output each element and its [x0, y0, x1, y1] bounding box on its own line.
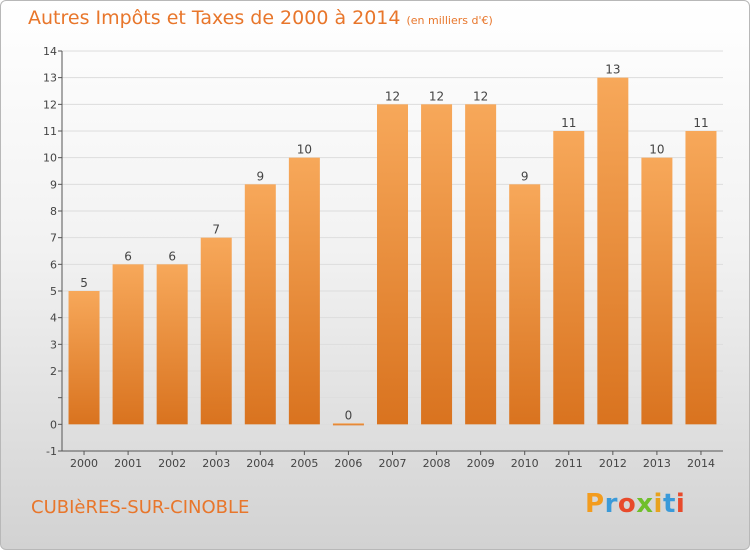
bar-2006: [332, 423, 364, 426]
logo-letter: r: [604, 489, 618, 519]
bar-2012: [597, 77, 629, 425]
x-tick-label-2004: 2004: [246, 457, 274, 470]
data-label-2006: 0: [345, 408, 353, 422]
bar-2010: [509, 184, 541, 425]
logo-letter: o: [617, 489, 637, 519]
logo-letter: i: [675, 489, 686, 519]
x-tick-label-2011: 2011: [555, 457, 583, 470]
data-label-2007: 12: [385, 89, 400, 103]
chart-title: Autres Impôts et Taxes de 2000 à 2014 (en…: [28, 7, 493, 29]
bar-2009: [465, 104, 497, 425]
data-label-2002: 6: [168, 249, 176, 263]
x-tick-label-2002: 2002: [158, 457, 186, 470]
x-tick-label-2001: 2001: [114, 457, 142, 470]
bar-2005: [288, 157, 320, 425]
data-label-2014: 11: [693, 116, 708, 130]
data-label-2000: 5: [80, 276, 88, 290]
data-label-2005: 10: [297, 143, 312, 157]
y-tick-label: 11: [43, 125, 57, 138]
data-label-2001: 6: [124, 249, 132, 263]
y-tick-label: 4: [50, 312, 57, 325]
x-tick-label-2005: 2005: [290, 457, 318, 470]
y-tick-label: 5: [50, 285, 57, 298]
bar-2013: [641, 157, 673, 425]
y-tick-label: 14: [43, 45, 57, 58]
logo-letter: i: [653, 489, 663, 519]
logo-letter: t: [662, 489, 676, 519]
x-tick-label-2010: 2010: [511, 457, 539, 470]
bar-2014: [685, 131, 717, 425]
chart-subtitle: (en milliers d'€): [406, 14, 493, 27]
data-label-2011: 11: [561, 116, 576, 130]
data-label-2012: 13: [605, 63, 620, 77]
bar-2003: [200, 237, 232, 425]
title-text: Autres Impôts et Taxes de 2000 à 2014: [28, 7, 401, 29]
bar-2002: [156, 264, 188, 425]
x-tick-label-2003: 2003: [202, 457, 230, 470]
x-tick-label-2008: 2008: [423, 457, 451, 470]
y-tick-label: 0: [50, 418, 57, 431]
proxiti-logo[interactable]: Proxiti: [585, 489, 685, 519]
data-label-2004: 9: [256, 169, 264, 183]
bar-2001: [112, 264, 144, 425]
bar-2000: [68, 291, 100, 425]
y-tick-label: 2: [50, 365, 57, 378]
x-tick-label-2013: 2013: [643, 457, 671, 470]
y-tick-label: 3: [50, 338, 57, 351]
logo-letter: P: [585, 489, 605, 519]
y-tick-label: -1: [46, 445, 57, 458]
commune-name: CUBIèRES-SUR-CINOBLE: [31, 497, 250, 518]
y-tick-label: 12: [43, 98, 57, 111]
x-tick-label-2009: 2009: [467, 457, 495, 470]
bar-2004: [244, 184, 276, 425]
bar-2008: [421, 104, 453, 425]
data-label-2009: 12: [473, 89, 488, 103]
logo-letter: x: [636, 489, 654, 519]
y-tick-label: 6: [50, 258, 57, 271]
x-tick-label-2000: 2000: [70, 457, 98, 470]
y-tick-label: 7: [50, 232, 57, 245]
y-tick-label: 9: [50, 178, 57, 191]
x-tick-label-2014: 2014: [687, 457, 715, 470]
y-tick-label: 8: [50, 205, 57, 218]
data-label-2010: 9: [521, 169, 529, 183]
x-tick-label-2007: 2007: [379, 457, 407, 470]
data-label-2003: 7: [212, 223, 220, 237]
bar-2007: [377, 104, 408, 425]
x-tick-label-2006: 2006: [334, 457, 362, 470]
data-label-2008: 12: [429, 89, 444, 103]
x-tick-label-2012: 2012: [599, 457, 627, 470]
data-label-2013: 10: [649, 143, 664, 157]
bar-2011: [553, 131, 585, 425]
y-tick-label: 10: [43, 152, 57, 165]
y-tick-label: 13: [43, 72, 57, 85]
bar-chart: -1 0 2 3 4 5 6 7 8 9 10 11 12 13 14 5 2000 6 2001 6 2002 7 200…: [43, 45, 723, 470]
